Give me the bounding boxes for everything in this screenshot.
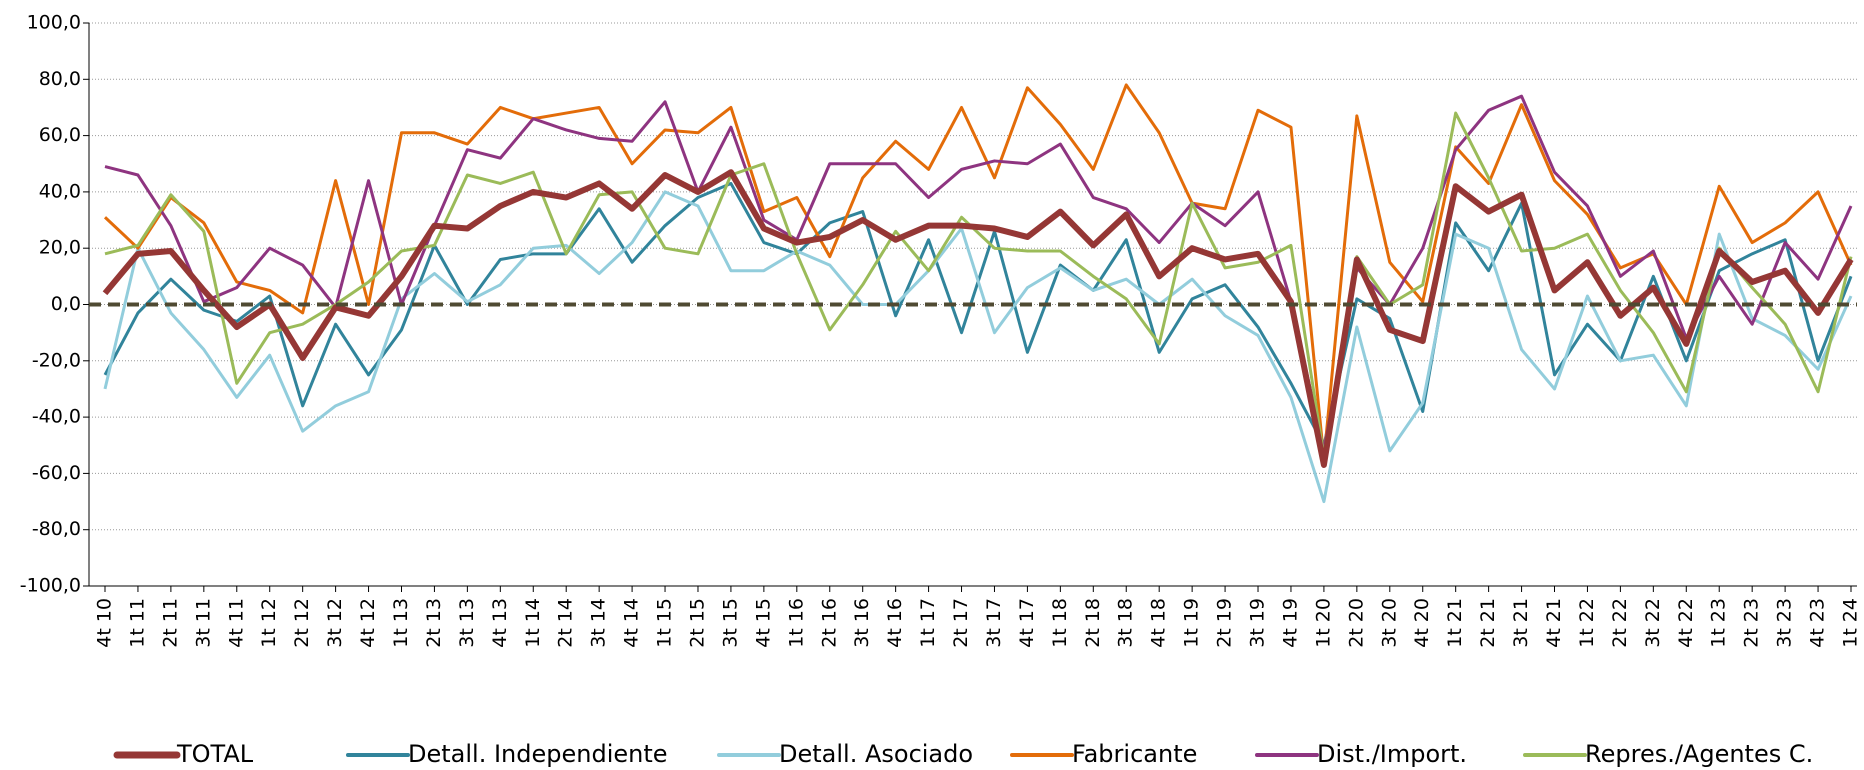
- x-tick-label: 2t 14: [555, 598, 577, 648]
- x-tick-label: 1t 14: [522, 598, 544, 648]
- y-tick-label: 20,0: [39, 237, 81, 259]
- series-line: [103, 190, 1853, 504]
- x-tick-label: 3t 14: [588, 598, 610, 648]
- x-tick-label: 4t 19: [1279, 598, 1301, 648]
- x-tick-label: 2t 16: [818, 598, 840, 648]
- x-tick-label: 2t 23: [1741, 598, 1763, 648]
- x-tick-label: 4t 15: [752, 598, 774, 648]
- x-tick-label: 4t 11: [225, 598, 247, 648]
- y-tick-label: 100,0: [27, 12, 81, 34]
- x-tick-label: 4t 22: [1675, 598, 1697, 648]
- y-tick-label: -100,0: [20, 575, 81, 597]
- x-tick-label: 1t 17: [917, 598, 939, 648]
- x-tick-label: 2t 18: [1082, 598, 1104, 648]
- legend-label: TOTAL: [176, 740, 254, 768]
- y-tick-label: -40,0: [32, 406, 81, 428]
- x-tick-label: 4t 17: [1016, 598, 1038, 648]
- x-tick-label: 1t 12: [258, 598, 280, 648]
- x-tick-label: 4t 23: [1807, 598, 1829, 648]
- x-tick-label: 3t 23: [1774, 598, 1796, 648]
- y-tick-label: -20,0: [32, 349, 81, 371]
- x-tick-label: 1t 24: [1840, 598, 1862, 648]
- x-tick-label: 1t 16: [785, 598, 807, 648]
- x-tick-label: 3t 20: [1378, 598, 1400, 648]
- x-tick-label: 1t 20: [1312, 598, 1334, 648]
- x-tick-label: 4t 16: [884, 598, 906, 648]
- y-tick-label: 60,0: [39, 124, 81, 146]
- x-tick-label: 3t 15: [719, 598, 741, 648]
- x-tick-label: 4t 18: [1148, 598, 1170, 648]
- legend-label: Detall. Asociado: [779, 740, 973, 768]
- x-tick-label: 4t 10: [94, 598, 116, 648]
- legend-label: Detall. Independiente: [408, 740, 668, 768]
- x-tick-label: 3t 11: [192, 598, 214, 648]
- x-tick-label: 4t 14: [621, 598, 643, 648]
- x-tick-label: 1t 13: [390, 598, 412, 648]
- y-tick-label: -60,0: [32, 462, 81, 484]
- x-tick-label: 3t 16: [851, 598, 873, 648]
- x-tick-label: 1t 11: [126, 598, 148, 648]
- legend-label: Repres./Agentes C.: [1585, 740, 1813, 768]
- series-line: [103, 83, 1853, 461]
- y-tick-label: 40,0: [39, 180, 81, 202]
- x-tick-label: 2t 11: [159, 598, 181, 648]
- series-line: [102, 169, 1854, 468]
- x-tick-label: 4t 13: [489, 598, 511, 648]
- x-tick-label: 2t 15: [686, 598, 708, 648]
- x-tick-label: 3t 21: [1510, 598, 1532, 648]
- x-tick-label: 1t 19: [1181, 598, 1203, 648]
- x-tick-label: 2t 13: [423, 598, 445, 648]
- x-tick-label: 3t 12: [324, 598, 346, 648]
- x-tick-label: 3t 19: [1247, 598, 1269, 648]
- x-tick-label: 2t 17: [950, 598, 972, 648]
- x-tick-label: 1t 18: [1049, 598, 1071, 648]
- x-tick-label: 4t 21: [1543, 598, 1565, 648]
- x-tick-label: 2t 12: [291, 598, 313, 648]
- legend-label: Dist./Import.: [1317, 740, 1467, 768]
- x-tick-label: 2t 19: [1214, 598, 1236, 648]
- x-tick-label: 1t 23: [1708, 598, 1730, 648]
- y-tick-label: -80,0: [32, 518, 81, 540]
- x-tick-label: 4t 20: [1411, 598, 1433, 648]
- x-tick-label: 3t 17: [983, 598, 1005, 648]
- series-line: [104, 94, 1853, 453]
- x-tick-label: 1t 21: [1444, 598, 1466, 648]
- y-tick-label: 0,0: [51, 293, 81, 315]
- x-tick-label: 4t 12: [357, 598, 379, 648]
- x-tick-label: 2t 21: [1477, 598, 1499, 648]
- x-tick-label: 1t 15: [654, 598, 676, 648]
- legend-label: Fabricante: [1072, 740, 1197, 768]
- x-tick-label: 3t 22: [1642, 598, 1664, 648]
- x-tick-label: 2t 22: [1609, 598, 1631, 648]
- y-tick-label: 80,0: [39, 68, 81, 90]
- x-tick-label: 3t 13: [456, 598, 478, 648]
- series-line: [104, 111, 1853, 459]
- x-tick-label: 3t 18: [1115, 598, 1137, 648]
- x-tick-label: 1t 22: [1576, 598, 1598, 648]
- x-tick-label: 2t 20: [1345, 598, 1367, 648]
